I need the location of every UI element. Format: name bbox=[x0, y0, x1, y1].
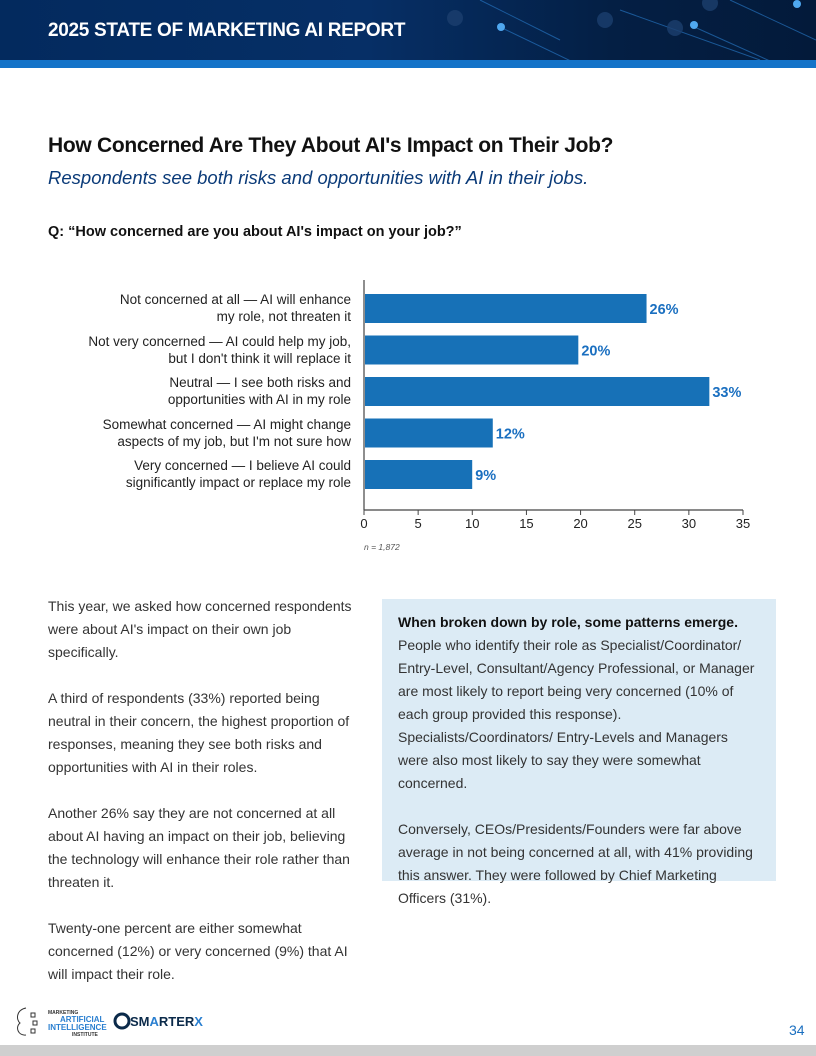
callout-paragraph: Conversely, CEOs/Presidents/Founders wer… bbox=[398, 821, 753, 906]
body-paragraph: Twenty-one percent are either somewhat c… bbox=[48, 920, 348, 982]
category-label-line: aspects of my job, but I'm not sure how bbox=[117, 433, 351, 449]
mai-brain-logo bbox=[17, 1007, 38, 1036]
body-paragraph: Another 26% say they are not concerned a… bbox=[48, 805, 350, 890]
category-label-line: significantly impact or replace my role bbox=[125, 475, 351, 490]
svg-text:INTELLIGENCE: INTELLIGENCE bbox=[48, 1023, 107, 1032]
category-label: Neutral — I see both risks and opportunit… bbox=[51, 374, 351, 408]
circuit-decoration bbox=[447, 0, 816, 60]
page-title: How Concerned Are They About AI's Impact… bbox=[48, 134, 614, 157]
x-tick-label: 25 bbox=[627, 516, 641, 531]
bar bbox=[365, 294, 647, 323]
x-tick-label: 10 bbox=[465, 516, 479, 531]
svg-text:SMARTERX: SMARTERX bbox=[130, 1014, 203, 1029]
bar-data-label: 33% bbox=[712, 385, 741, 401]
category-label: Not concerned at all — AI will enhance my… bbox=[51, 291, 351, 325]
header-accent-bar bbox=[0, 60, 816, 68]
category-label-line: Not very concerned — AI could help my jo… bbox=[88, 333, 351, 349]
category-label-line: Neutral — I see both risks and bbox=[169, 375, 351, 390]
report-title: 2025 STATE OF MARKETING AI REPORT bbox=[48, 20, 406, 41]
callout-paragraph: People who identify their role as Specia… bbox=[398, 637, 755, 791]
x-tick-label: 30 bbox=[682, 516, 696, 531]
bar-data-label: 20% bbox=[581, 344, 610, 360]
category-label-line: my role, not threaten it bbox=[216, 309, 351, 324]
body-text: This year, we asked how concerned respon… bbox=[48, 595, 358, 1009]
category-label-line: opportunities with AI in my role bbox=[167, 392, 351, 407]
category-label-line: Somewhat concerned — AI might change bbox=[102, 416, 351, 432]
callout-box: When broken down by role, some patterns … bbox=[382, 599, 776, 906]
body-paragraph: This year, we asked how concerned respon… bbox=[48, 598, 352, 660]
x-tick-label: 15 bbox=[519, 516, 533, 531]
bar-data-label: 26% bbox=[650, 302, 679, 318]
bar bbox=[365, 377, 710, 406]
report-header: 2025 STATE OF MARKETING AI REPORT bbox=[0, 0, 816, 60]
x-tick-label: 5 bbox=[415, 516, 422, 531]
x-tick-label: 20 bbox=[573, 516, 587, 531]
category-label-line: Not concerned at all — AI will enhance bbox=[119, 292, 351, 307]
smarterx-logo-mark bbox=[113, 1012, 131, 1030]
sample-size-note: n = 1,872 bbox=[364, 542, 400, 552]
svg-text:INSTITUTE: INSTITUTE bbox=[72, 1032, 98, 1038]
x-tick-label: 35 bbox=[736, 516, 750, 531]
footer-logos: MARKETING ARTIFICIAL INTELLIGENCE INSTIT… bbox=[17, 1007, 203, 1038]
callout-heading: When broken down by role, some patterns … bbox=[398, 614, 738, 630]
bar bbox=[365, 335, 579, 365]
svg-text:ARTIFICIAL: ARTIFICIAL bbox=[60, 1015, 105, 1024]
survey-question: Q: “How concerned are you about AI's imp… bbox=[48, 224, 462, 240]
category-label: Not very concerned — AI could help my jo… bbox=[51, 333, 351, 367]
page-number: 34 bbox=[789, 1022, 805, 1038]
category-label-line: but I don't think it will replace it bbox=[168, 350, 351, 366]
bar-data-label: 9% bbox=[475, 468, 496, 484]
x-tick-label: 0 bbox=[360, 516, 367, 531]
bar bbox=[365, 418, 493, 448]
body-paragraph: A third of respondents (33%) reported be… bbox=[48, 690, 350, 775]
bar-chart: 26% 20% 33% 12% 9% 0 5 10 15 20 25 30 35 n = 1,872 bbox=[360, 280, 750, 552]
category-label: Very concerned — I believe AI could signi… bbox=[51, 457, 351, 491]
footer-bar bbox=[0, 1045, 816, 1056]
svg-text:MARKETING: MARKETING bbox=[48, 1010, 78, 1016]
page-subtitle: Respondents see both risks and opportuni… bbox=[48, 167, 589, 188]
category-label-line: Very concerned — I believe AI could bbox=[134, 458, 351, 473]
bar bbox=[365, 460, 473, 489]
bar-data-label: 12% bbox=[496, 427, 525, 443]
category-label: Somewhat concerned — AI might change aspe… bbox=[51, 416, 351, 450]
